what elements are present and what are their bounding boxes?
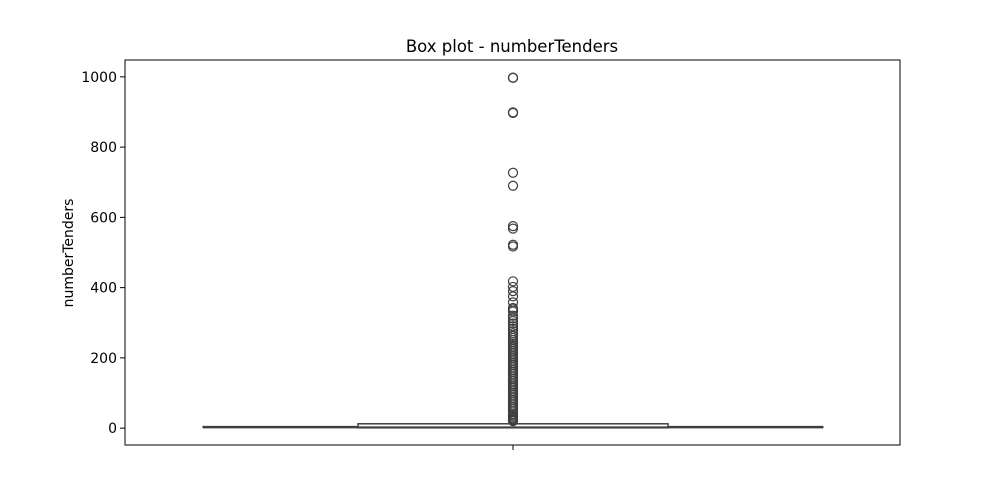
- outlier-point: [507, 291, 519, 302]
- y-tick-label: 1000: [81, 70, 117, 86]
- y-tick-label: 800: [90, 140, 117, 156]
- outlier-point: [507, 107, 519, 119]
- outlier-point: [507, 167, 519, 178]
- outlier-point: [507, 318, 519, 329]
- plot-area: 0 200 400 600 800 1000: [81, 59, 901, 450]
- outlier-point: [507, 221, 519, 232]
- y-axis-label: numberTenders: [61, 199, 77, 308]
- outlier-point: [507, 223, 519, 234]
- outlier-point: [507, 180, 519, 191]
- outlier-point: [507, 72, 519, 84]
- y-tick-label: 0: [108, 421, 117, 437]
- whisker-cap-right: [821, 425, 824, 429]
- y-tick-label: 600: [90, 210, 117, 226]
- outlier-point: [507, 416, 519, 427]
- y-tick-label: 200: [90, 351, 117, 367]
- y-tick-label: 400: [90, 281, 117, 297]
- whisker-cap-left: [202, 425, 205, 429]
- outlier-point: [507, 310, 519, 321]
- outlier-point: [507, 241, 519, 252]
- outlier-point: [507, 315, 519, 327]
- outlier-point: [507, 276, 519, 287]
- outlier-point: [507, 313, 519, 324]
- outlier-point: [507, 286, 519, 297]
- chart-title: Box plot - numberTenders: [406, 37, 618, 56]
